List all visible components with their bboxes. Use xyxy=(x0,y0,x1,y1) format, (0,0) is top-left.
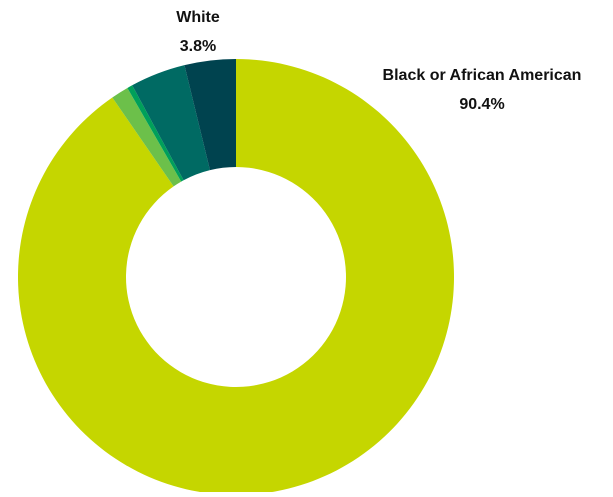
slice-white xyxy=(184,59,236,171)
slice-unlabeled-1 xyxy=(112,87,182,187)
slice-label-black-or-african-american: Black or African American xyxy=(383,67,582,84)
slice-black-or-african-american xyxy=(17,59,455,495)
slice-label-white: White xyxy=(176,9,220,26)
donut-slices xyxy=(17,59,455,495)
slice-unlabeled-2 xyxy=(127,85,184,182)
slice-value-black-or-african-american: 90.4% xyxy=(459,96,504,113)
slice-value-white: 3.8% xyxy=(180,38,216,55)
donut-labels: Black or African American 90.4% White 3.… xyxy=(176,9,581,113)
slice-unlabeled-3 xyxy=(132,65,210,181)
